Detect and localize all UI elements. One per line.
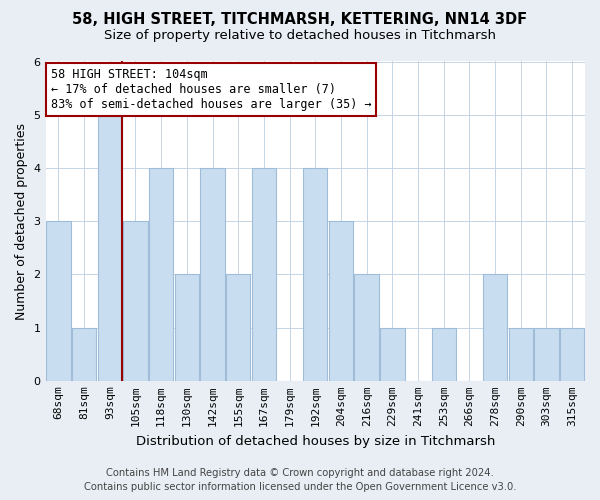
Text: 58, HIGH STREET, TITCHMARSH, KETTERING, NN14 3DF: 58, HIGH STREET, TITCHMARSH, KETTERING, …: [73, 12, 527, 28]
Bar: [226, 274, 250, 381]
Text: Size of property relative to detached houses in Titchmarsh: Size of property relative to detached ho…: [104, 29, 496, 42]
Bar: [98, 114, 122, 381]
Bar: [483, 274, 507, 381]
Y-axis label: Number of detached properties: Number of detached properties: [15, 122, 28, 320]
Bar: [72, 328, 96, 381]
Bar: [329, 221, 353, 381]
Bar: [251, 168, 276, 381]
Bar: [46, 221, 71, 381]
X-axis label: Distribution of detached houses by size in Titchmarsh: Distribution of detached houses by size …: [136, 434, 495, 448]
Bar: [149, 168, 173, 381]
Bar: [534, 328, 559, 381]
Bar: [431, 328, 456, 381]
Bar: [303, 168, 328, 381]
Bar: [380, 328, 404, 381]
Bar: [560, 328, 584, 381]
Bar: [509, 328, 533, 381]
Bar: [355, 274, 379, 381]
Bar: [200, 168, 225, 381]
Bar: [123, 221, 148, 381]
Bar: [175, 274, 199, 381]
Text: 58 HIGH STREET: 104sqm
← 17% of detached houses are smaller (7)
83% of semi-deta: 58 HIGH STREET: 104sqm ← 17% of detached…: [51, 68, 371, 111]
Text: Contains HM Land Registry data © Crown copyright and database right 2024.
Contai: Contains HM Land Registry data © Crown c…: [84, 468, 516, 492]
